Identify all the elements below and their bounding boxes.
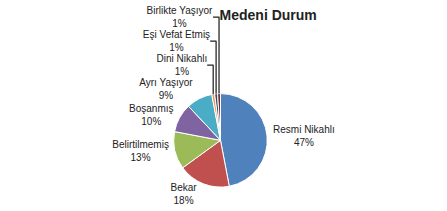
svg-text:Belirtilmemiş13%: Belirtilmemiş13% bbox=[112, 139, 169, 163]
svg-text:Medeni Durum: Medeni Durum bbox=[220, 7, 317, 23]
svg-text:Bekar18%: Bekar18% bbox=[171, 182, 198, 206]
svg-text:Birlikte Yaşıyor1%: Birlikte Yaşıyor1% bbox=[147, 5, 213, 29]
svg-text:Dini Nikahlı1%: Dini Nikahlı1% bbox=[157, 53, 208, 77]
svg-text:Resmi Nikahlı47%: Resmi Nikahlı47% bbox=[273, 124, 335, 148]
svg-text:Ayrı Yaşıyor9%: Ayrı Yaşıyor9% bbox=[139, 77, 193, 101]
svg-text:Boşanmış10%: Boşanmış10% bbox=[129, 103, 173, 127]
svg-text:Eşi Vefat Etmiş1%: Eşi Vefat Etmiş1% bbox=[143, 29, 210, 53]
